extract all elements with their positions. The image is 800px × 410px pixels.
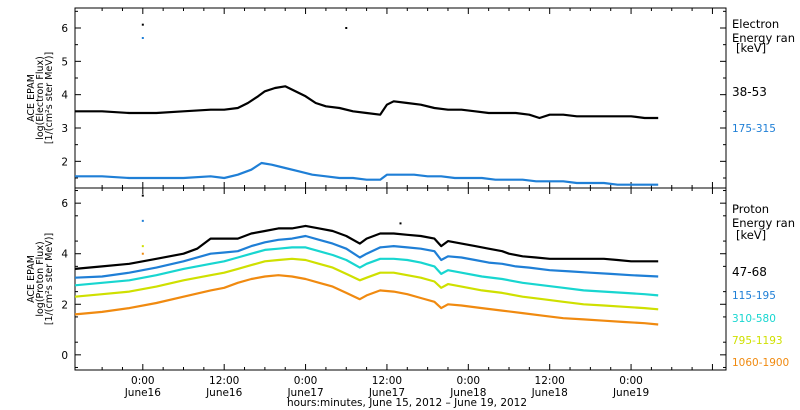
x-axis-label: hours:minutes, June 15, 2012 – June 19, … xyxy=(287,397,527,409)
legend-entry-1060-1900: 1060-1900 xyxy=(732,357,789,369)
legend-entry-310-580: 310-580 xyxy=(732,313,776,325)
y-tick-label: 6 xyxy=(61,23,68,35)
y-axis-label-line: ACE EPAM xyxy=(26,74,37,122)
series-line-310-580 xyxy=(74,246,659,297)
electron-panel: 2 3 4 5 6 ACE EPAMlog(Electron Flux)[1/(cm²s … xyxy=(26,7,795,189)
x-tick-label-date: June16 xyxy=(124,387,162,399)
y-tick-label: 4 xyxy=(61,90,68,102)
series-line-47-68 xyxy=(74,224,659,270)
y-axis-label: ACE EPAMlog(Electron Flux)[1/(cm²s ster … xyxy=(26,52,55,144)
plot-frame xyxy=(74,187,727,371)
x-tick-label-time: 12:00 xyxy=(535,375,565,387)
legend-title-line: [keV] xyxy=(736,41,766,55)
outlier-point xyxy=(141,37,144,39)
x-tick-label-date: June17 xyxy=(368,387,405,399)
x-tick-label-date: June17 xyxy=(286,387,323,399)
outlier-point xyxy=(141,219,144,222)
outlier-point xyxy=(141,194,144,197)
series-line-38-53 xyxy=(75,85,659,120)
outlier-point xyxy=(141,23,144,26)
y-tick-label: 4 xyxy=(61,249,68,261)
x-tick-label-date: June18 xyxy=(449,387,486,399)
y-tick-label: 0 xyxy=(61,350,68,362)
legend-title-line: Energy ran xyxy=(732,31,795,45)
x-tick-label-time: 0:00 xyxy=(619,375,643,387)
y-tick-label: 3 xyxy=(61,123,68,135)
series-line-1060-1900 xyxy=(74,274,659,326)
legend-entry-47-68: 47-68 xyxy=(732,265,767,279)
y-axis-label-line: ACE EPAM xyxy=(26,255,37,303)
series-line-175-315 xyxy=(75,161,659,186)
y-tick-label: 2 xyxy=(61,156,68,168)
y-axis-label-line: log(Electron Flux) xyxy=(35,56,46,140)
legend-title-line: Proton xyxy=(732,202,769,216)
outlier-point xyxy=(141,252,144,255)
plot-frame xyxy=(74,7,727,189)
x-tick-label-time: 12:00 xyxy=(209,375,239,387)
x-tick-label-date: June16 xyxy=(205,387,243,399)
x-tick-label-time: 12:00 xyxy=(372,375,402,387)
outlier-point xyxy=(399,222,402,225)
x-tick-label-time: 0:00 xyxy=(457,375,481,387)
y-axis-label-line: log(Proton Flux) xyxy=(35,241,46,316)
legend-entry-38-53: 38-53 xyxy=(732,85,767,99)
legend-title-line: Electron xyxy=(732,17,779,31)
legend-entry-795-1193: 795-1193 xyxy=(732,335,783,347)
x-tick-label-date: June18 xyxy=(531,387,568,399)
x-tick-label-date: June19 xyxy=(612,387,649,399)
y-tick-label: 2 xyxy=(61,299,68,311)
legend-entry-115-195: 115-195 xyxy=(732,290,776,302)
legend-entry-175-315: 175-315 xyxy=(732,123,776,135)
series-line-795-1193 xyxy=(74,257,659,311)
y-tick-label: 6 xyxy=(61,198,68,210)
outlier-point xyxy=(141,245,144,248)
x-tick-label-time: 0:00 xyxy=(131,375,155,387)
legend-title-line: [keV] xyxy=(736,228,766,242)
proton-panel: 0 2 4 6 ACE EPAMlog(Proton Flux)[1/(cm²s ste… xyxy=(26,187,795,399)
y-tick-label: 5 xyxy=(61,56,68,68)
y-axis-label-line: [1/(cm²s ster MeV)] xyxy=(44,233,55,325)
y-axis-label: ACE EPAMlog(Proton Flux)[1/(cm²s ster Me… xyxy=(26,233,55,325)
y-axis-label-line: [1/(cm²s ster MeV)] xyxy=(44,52,55,144)
x-tick-label-time: 0:00 xyxy=(294,375,318,387)
outlier-point xyxy=(345,27,348,29)
series-line-115-195 xyxy=(74,234,659,279)
legend-title-line: Energy ran xyxy=(732,216,795,230)
